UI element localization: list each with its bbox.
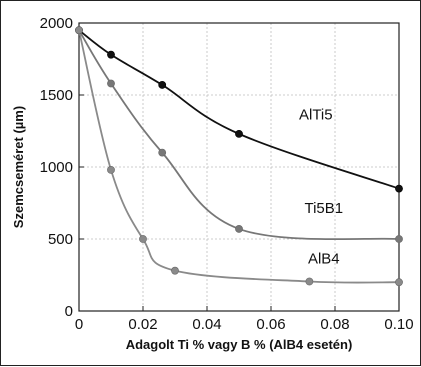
x-tick-label: 0.04 [192,316,221,333]
tick-labels: 0 0.02 0.04 0.06 0.08 0.10 0 500 1000 1500 2000 [40,15,414,333]
grid [79,22,399,311]
x-tick-label: 0.02 [128,316,157,333]
data-point-ti5b1 [235,225,243,233]
data-point-alti5 [158,81,167,89]
data-point-alti5 [395,184,403,193]
y-axis-title: Szemcseméret (µm) [11,106,26,228]
data-point-alb4 [139,235,147,243]
series-label-alb4: AlB4 [308,250,340,267]
data-point-alti5 [107,50,115,59]
series-labels: AlTi5 Ti5B1 AlB4 [299,106,343,267]
series-line-alti5 [78,29,400,190]
x-tick-label: 0.10 [384,316,413,333]
x-tick-label: 0.08 [320,316,349,333]
series-line-alb4 [78,29,400,284]
x-tick-label: 0.06 [256,316,285,333]
y-tick-label: 1000 [40,159,73,176]
x-tick-label: 0 [75,316,83,333]
series [78,29,400,284]
data-point-ti5b1 [158,148,167,157]
data-point-alti5 [235,129,243,138]
data-point-alb4 [107,165,115,174]
data-point-alb4 [75,26,83,35]
y-tick-label: 1500 [40,87,73,104]
series-line-ti5b1 [78,29,400,241]
x-axis-title: Adagolt Ti % vagy B % (AlB4 esetén) [126,337,353,352]
data-point-alb4 [305,277,314,286]
data-point-alb4 [171,266,179,275]
y-tick-label: 2000 [40,15,73,32]
data-points [75,26,403,287]
data-point-ti5b1 [107,79,115,88]
series-label-alti5: AlTi5 [299,106,333,123]
y-tick-label: 500 [48,231,73,248]
data-point-alb4 [395,278,403,287]
y-tick-label: 0 [65,303,73,320]
series-label-ti5b1: Ti5B1 [304,200,343,217]
data-point-ti5b1 [395,235,403,243]
